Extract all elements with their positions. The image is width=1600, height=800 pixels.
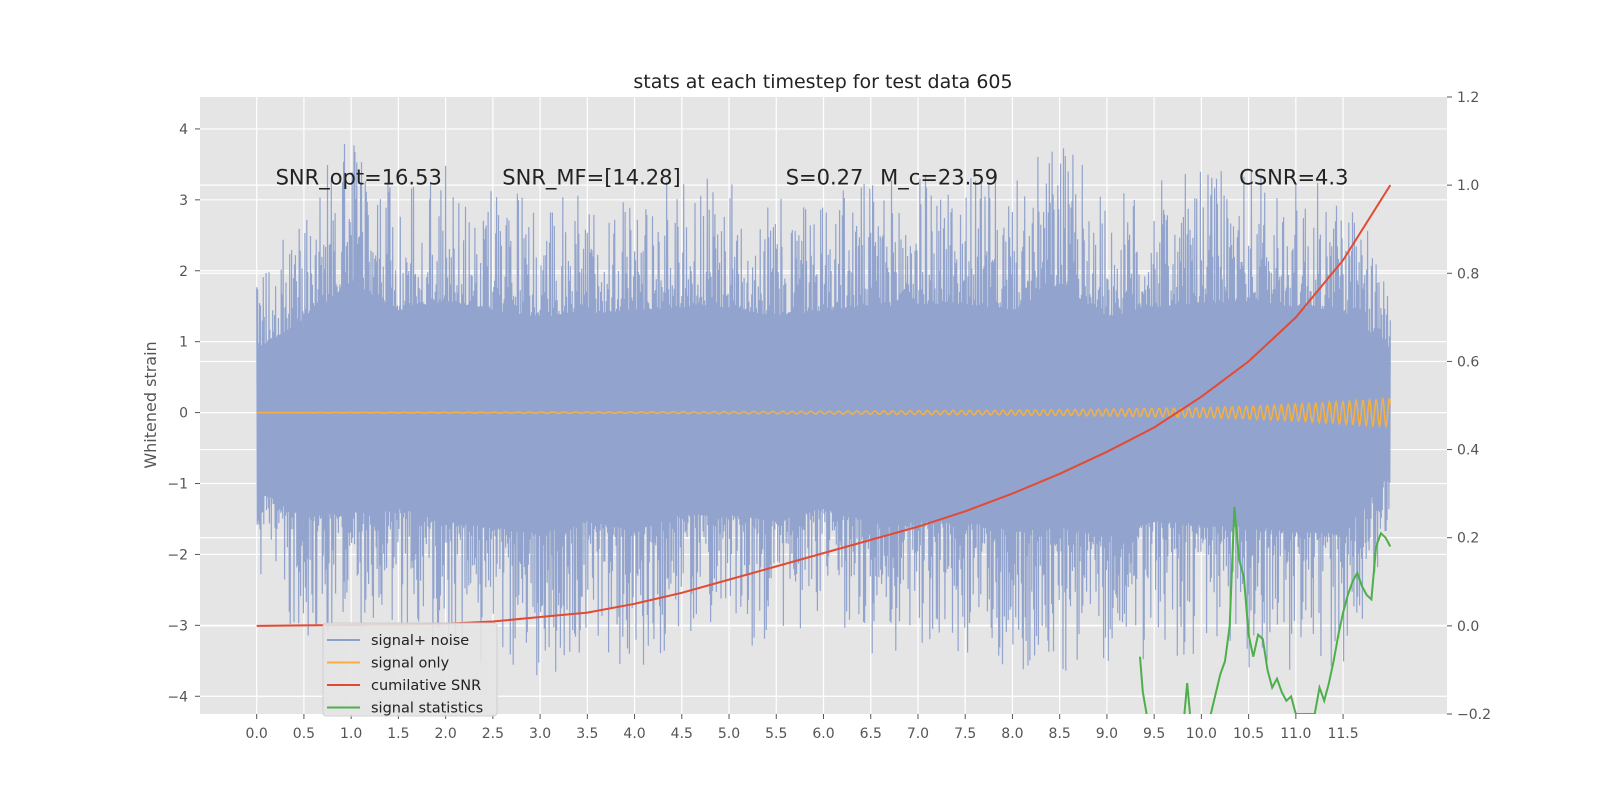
y-tick-label: −1 — [167, 477, 188, 493]
axes-layer: 0.0 0.5 1.0 1.5 2.0 2.5 3.0 3.5 4.0 4.5 5.0 5.5 6.0 6… — [167, 90, 1491, 742]
annotation-text: S=0.27 — [786, 166, 864, 190]
x-tick-label: 10.0 — [1186, 726, 1217, 742]
y-tick-label: −3 — [167, 618, 188, 634]
y2-tick-label: 0.0 — [1457, 619, 1479, 635]
y2-tick-label: 1.2 — [1457, 90, 1479, 106]
series-signal-noise — [256, 143, 1391, 676]
x-tick-label: 9.5 — [1143, 726, 1165, 742]
legend-label: signal only — [371, 656, 450, 672]
y-tick-label: 2 — [179, 264, 188, 280]
x-tick-label: 10.5 — [1233, 726, 1264, 742]
legend: signal+ noise signal only cumilative SNR si… — [322, 622, 498, 717]
x-tick-label: 1.5 — [387, 726, 409, 742]
chart-title: stats at each timestep for test data 605 — [633, 71, 1012, 93]
series-signal-statistics — [1139, 656, 1148, 714]
y-axis-label: Whitened strain — [141, 341, 160, 468]
x-tick-label: 6.5 — [860, 726, 882, 742]
legend-box — [322, 622, 498, 717]
x-tick-label: 3.0 — [529, 726, 551, 742]
series-layer — [256, 143, 1392, 714]
legend-label: signal statistics — [371, 701, 483, 717]
annotation-text: SNR_opt=16.53 — [276, 166, 442, 191]
annotation-text: SNR_MF=[14.28] — [502, 166, 680, 191]
series-signal-statistics — [1183, 683, 1191, 714]
annotations: SNR_opt=16.53 SNR_MF=[14.28] S=0.27 M_c=23.… — [276, 166, 1349, 191]
y2-tick-label: 0.6 — [1457, 354, 1479, 370]
series-signal-statistics — [1313, 531, 1392, 714]
x-tick-label: 7.5 — [954, 726, 976, 742]
y-tick-label: 3 — [179, 193, 188, 209]
series-signal-statistics — [1209, 506, 1315, 714]
x-tick-label: 2.5 — [482, 726, 504, 742]
y-tick-label: 4 — [179, 122, 188, 138]
x-tick-label: 8.5 — [1049, 726, 1071, 742]
series-signal-only — [256, 396, 1392, 430]
annotation-text: CSNR=4.3 — [1239, 166, 1348, 190]
x-tick-label: 7.0 — [907, 726, 929, 742]
y-tick-label: −4 — [167, 689, 188, 705]
x-tick-label: 5.0 — [718, 726, 740, 742]
x-tick-label: 0.5 — [293, 726, 315, 742]
x-tick-label: 11.0 — [1280, 726, 1311, 742]
x-tick-label: 0.0 — [246, 726, 268, 742]
x-tick-label: 6.0 — [812, 726, 834, 742]
legend-label: signal+ noise — [371, 633, 469, 649]
y2-tick-label: 0.4 — [1457, 443, 1479, 459]
annotation-text: M_c=23.59 — [880, 166, 998, 191]
y2-tick-label: 1.0 — [1457, 178, 1479, 194]
y2-tick-label: 0.8 — [1457, 266, 1479, 282]
x-tick-label: 4.5 — [671, 726, 693, 742]
x-tick-label: 2.0 — [434, 726, 456, 742]
x-tick-label: 5.5 — [765, 726, 787, 742]
y-tick-label: 1 — [179, 335, 188, 351]
x-tick-label: 1.0 — [340, 726, 362, 742]
y2-tick-label: −0.2 — [1457, 707, 1491, 723]
y-tick-label: −2 — [167, 547, 188, 563]
legend-label: cumilative SNR — [371, 678, 481, 694]
x-tick-label: 3.5 — [576, 726, 598, 742]
x-tick-label: 8.0 — [1001, 726, 1023, 742]
x-tick-label: 9.0 — [1096, 726, 1118, 742]
x-tick-label: 11.5 — [1327, 726, 1358, 742]
y2-tick-label: 0.2 — [1457, 531, 1479, 547]
x-tick-label: 4.0 — [623, 726, 645, 742]
y-tick-label: 0 — [179, 406, 188, 422]
